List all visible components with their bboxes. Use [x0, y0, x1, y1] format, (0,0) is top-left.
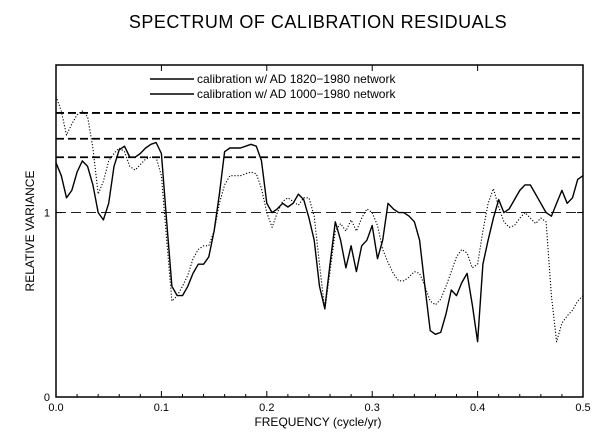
- axis-ticks: 0.0 0.1 0.2 0.3 0.4 0.5 0 1: [44, 65, 591, 414]
- legend-label-1000-network: calibration w/ AD 1000−1980 network: [197, 87, 396, 101]
- y-tick-label: 0: [44, 392, 50, 404]
- legend: calibration w/ AD 1820−1980 network cali…: [150, 72, 396, 101]
- x-tick-label: 0.3: [365, 402, 380, 414]
- y-axis-label: RELATIVE VARIANCE: [23, 171, 37, 292]
- x-axis-label: FREQUENCY (cycle/yr): [254, 415, 381, 429]
- x-tick-label: 0.1: [154, 402, 169, 414]
- x-tick-label: 0.5: [575, 402, 590, 414]
- x-tick-label: 0.0: [48, 402, 63, 414]
- legend-label-1820-network: calibration w/ AD 1820−1980 network: [197, 72, 396, 86]
- chart-title: SPECTRUM OF CALIBRATION RESIDUALS: [129, 12, 507, 32]
- series-lines: [55, 96, 584, 343]
- reference-lines: [56, 112, 583, 214]
- series-line-1820-network: [55, 96, 584, 343]
- x-tick-label: 0.4: [470, 402, 485, 414]
- y-tick-label: 1: [44, 208, 50, 220]
- series-line-1000-network: [55, 141, 584, 343]
- plot-frame: [55, 64, 584, 398]
- x-tick-label: 0.2: [259, 402, 274, 414]
